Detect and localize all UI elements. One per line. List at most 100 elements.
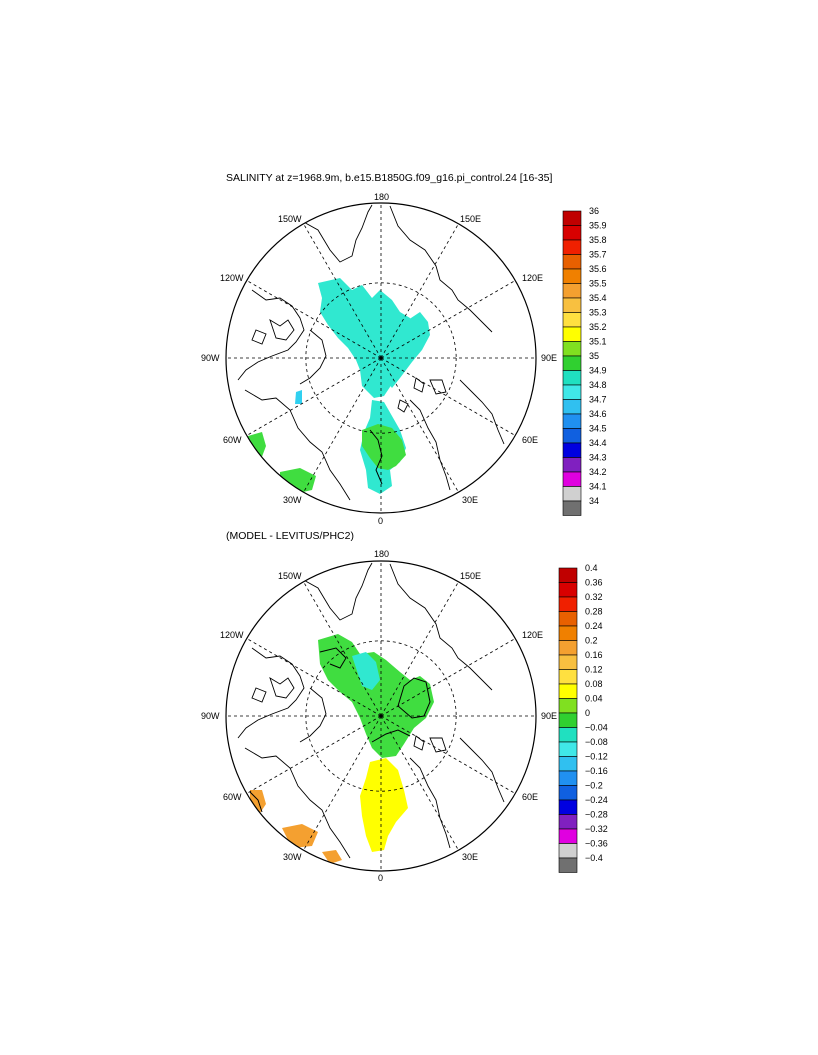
meridian-line <box>380 581 459 717</box>
colorbar-swatch <box>562 486 582 502</box>
meridian-line <box>380 638 516 717</box>
colorbar-swatch <box>558 698 578 714</box>
bottom-map-boundary <box>225 560 537 872</box>
meridian-line <box>246 638 382 717</box>
colorbar-tick-label: 0.4 <box>585 563 598 573</box>
bot-field-canada <box>318 634 434 758</box>
top-graticule <box>226 203 536 513</box>
colorbar-swatch <box>562 399 582 415</box>
bot-label-120e: 120E <box>522 630 543 640</box>
colorbar-tick-label: −0.28 <box>585 810 608 820</box>
colorbar-swatch <box>562 312 582 328</box>
colorbar-swatch <box>558 770 578 786</box>
top-land-outlines <box>237 204 505 501</box>
colorbar-swatch <box>562 326 582 342</box>
meridian-line <box>303 581 382 717</box>
colorbar-swatch <box>562 297 582 313</box>
top-label-0: 0 <box>378 516 383 526</box>
colorbar-tick-label: −0.32 <box>585 824 608 834</box>
colorbar-swatch <box>562 428 582 444</box>
colorbar-tick-label: 34.1 <box>589 482 607 492</box>
colorbar-tick-label: 34.8 <box>589 380 607 390</box>
colorbar-swatch <box>558 843 578 859</box>
bot-label-90w: 90W <box>201 711 220 721</box>
colorbar-tick-label: 34.6 <box>589 409 607 419</box>
colorbar-swatch <box>558 683 578 699</box>
colorbar-swatch <box>558 799 578 815</box>
meridian-line <box>246 280 382 359</box>
top-label-150w: 150W <box>278 214 302 224</box>
colorbar-swatch <box>562 370 582 386</box>
colorbar-swatch <box>562 442 582 458</box>
bottom-panel-title: (MODEL - LEVITUS/PHC2) <box>226 530 354 542</box>
colorbar-tick-label: 0.12 <box>585 665 603 675</box>
colorbar-tick-label: 35.8 <box>589 235 607 245</box>
colorbar-tick-label: 35.9 <box>589 221 607 231</box>
top-panel-title: SALINITY at z=1968.9m, b.e15.B1850G.f09_… <box>226 172 553 184</box>
colorbar-swatch <box>562 457 582 473</box>
colorbar-swatch <box>558 582 578 598</box>
meridian-line <box>380 357 459 493</box>
latitude-circle <box>305 282 457 434</box>
colorbar-tick-label: −0.04 <box>585 723 608 733</box>
meridian-line <box>380 715 516 794</box>
top-field-eurasian-basin <box>386 312 430 388</box>
colorbar-swatch <box>562 384 582 400</box>
colorbar-swatch <box>558 828 578 844</box>
colorbar-swatch <box>558 727 578 743</box>
bot-label-0: 0 <box>378 873 383 883</box>
colorbar-tick-label: 0.36 <box>585 578 603 588</box>
meridian-line <box>303 715 382 851</box>
colorbar-swatch <box>562 355 582 371</box>
colorbar-swatch <box>562 210 582 226</box>
colorbar-swatch <box>558 625 578 641</box>
colorbar-tick-label: 34.9 <box>589 366 607 376</box>
colorbar-tick-label: −0.36 <box>585 839 608 849</box>
colorbar-tick-label: 36 <box>589 206 599 216</box>
colorbar-swatch <box>558 596 578 612</box>
meridian-line <box>303 357 382 493</box>
top-label-120w: 120W <box>220 273 244 283</box>
colorbar-swatch <box>558 857 578 873</box>
colorbar-swatch <box>562 254 582 270</box>
colorbar-swatch <box>562 239 582 255</box>
colorbar-swatch <box>558 640 578 656</box>
top-colorbar: 36 35.9 35.8 35.7 35.6 35.5 35.4 35.3 35.2 35.1 35… <box>562 206 607 516</box>
meridian-line <box>303 223 382 359</box>
top-field-labrador-b <box>280 468 316 494</box>
colorbar-swatch <box>562 268 582 284</box>
colorbar-swatch <box>558 756 578 772</box>
bot-label-60e: 60E <box>522 792 538 802</box>
colorbar-tick-label: −0.12 <box>585 752 608 762</box>
colorbar-swatch <box>562 500 582 516</box>
colorbar-tick-label: 34.4 <box>589 438 607 448</box>
bot-label-30e: 30E <box>462 852 478 862</box>
bottom-graticule <box>226 561 536 871</box>
meridian-line <box>246 715 382 794</box>
colorbar-swatch <box>558 654 578 670</box>
bot-land-outlines <box>237 562 505 859</box>
top-label-60e: 60E <box>522 435 538 445</box>
top-label-90e: 90E <box>541 353 557 363</box>
colorbar-tick-label: −0.24 <box>585 795 608 805</box>
bottom-map: 180 150W 150E 120W 120E 90W 90E 60W 60E … <box>201 549 557 883</box>
colorbar-tick-label: 34.3 <box>589 453 607 463</box>
colorbar-tick-label: 0.24 <box>585 621 603 631</box>
colorbar-swatch <box>562 341 582 357</box>
top-label-120e: 120E <box>522 273 543 283</box>
bot-label-150e: 150E <box>460 571 481 581</box>
top-label-150e: 150E <box>460 214 481 224</box>
colorbar-swatch <box>562 471 582 487</box>
bot-label-120w: 120W <box>220 630 244 640</box>
top-label-60w: 60W <box>223 435 242 445</box>
colorbar-tick-label: 34.7 <box>589 395 607 405</box>
colorbar-tick-label: 35.5 <box>589 279 607 289</box>
colorbar-tick-label: 34 <box>589 496 599 506</box>
colorbar-tick-label: −0.4 <box>585 853 603 863</box>
colorbar-tick-label: 0.32 <box>585 592 603 602</box>
colorbar-swatch <box>558 712 578 728</box>
meridian-line <box>246 357 382 436</box>
bot-label-30w: 30W <box>283 852 302 862</box>
top-label-90w: 90W <box>201 353 220 363</box>
